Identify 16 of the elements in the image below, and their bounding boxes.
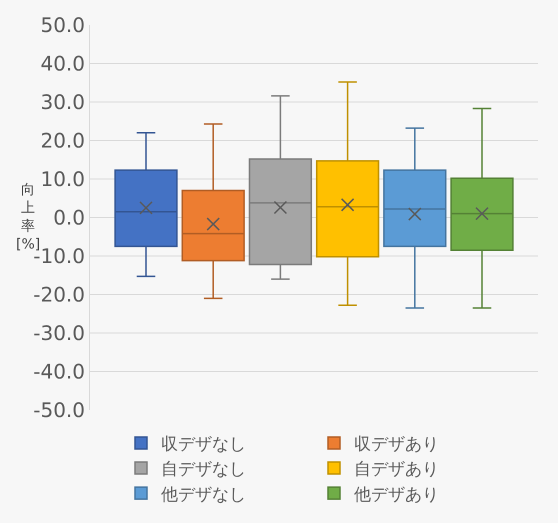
legend-label: 自デザなし <box>161 460 246 480</box>
y-tick-label: -30.0 <box>33 321 85 345</box>
y-tick-label: -20.0 <box>33 282 85 306</box>
y-tick-label: 30.0 <box>40 90 85 114</box>
legend-label: 他デザあり <box>354 484 439 505</box>
y-tick-label: 20.0 <box>40 128 85 152</box>
y-tick-label: -40.0 <box>33 360 85 384</box>
y-tick-label: 40.0 <box>40 52 85 76</box>
legend-label: 自デザあり <box>354 460 439 480</box>
y-tick-label: 10.0 <box>40 167 85 191</box>
y-tick-label: 0.0 <box>53 206 85 230</box>
legend-label: 他デザなし <box>161 484 246 505</box>
legend-label: 収デザなし <box>161 434 246 455</box>
y-tick-label: 50.0 <box>40 13 85 37</box>
legend-label: 収デザあり <box>354 434 439 455</box>
y-tick-label: -50.0 <box>33 398 85 422</box>
